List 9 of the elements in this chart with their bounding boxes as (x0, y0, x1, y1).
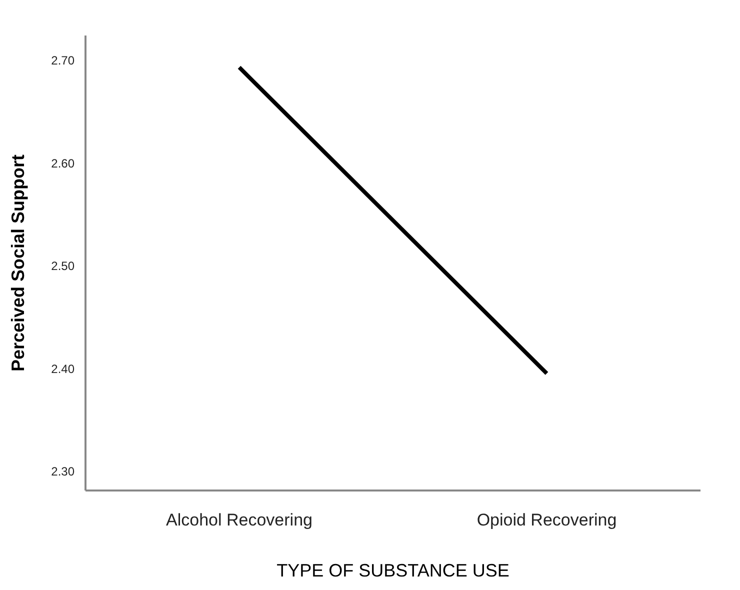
y-tick-label: 2.50 (51, 259, 75, 274)
y-tick-label: 2.70 (51, 54, 75, 68)
y-axis-title: Perceived Social Support (8, 154, 28, 372)
y-tick-label: 2.30 (51, 464, 75, 478)
x-tick-label: Alcohol Recovering (166, 510, 312, 530)
y-tick-label: 2.60 (51, 156, 75, 170)
x-tick-label: Opioid Recovering (476, 510, 617, 530)
x-axis-title: TYPE OF SUBSTANCE USE (276, 560, 510, 580)
y-tick-label: 2.40 (51, 362, 75, 376)
